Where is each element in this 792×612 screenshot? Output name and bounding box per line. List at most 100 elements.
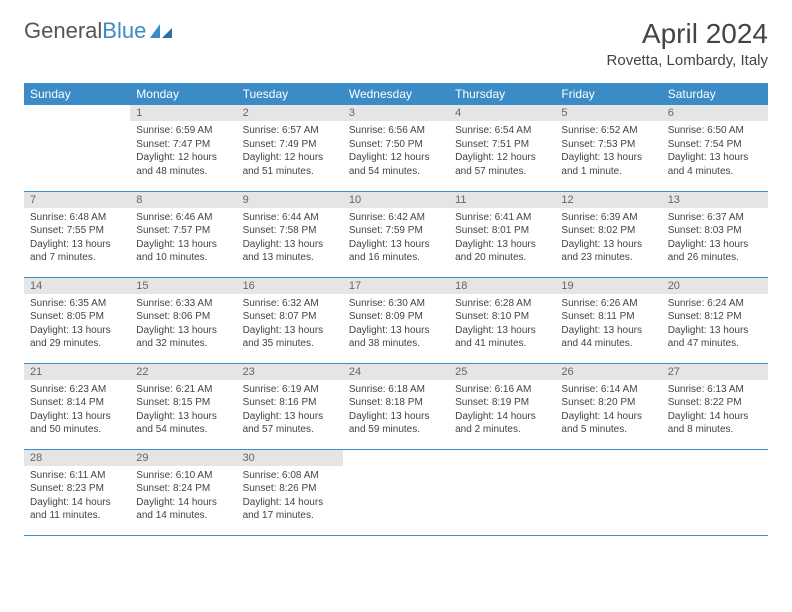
day-line: Sunset: 8:05 PM <box>30 310 124 324</box>
day-line: Daylight: 13 hours <box>30 238 124 252</box>
day-line: Sunset: 7:55 PM <box>30 224 124 238</box>
day-header: Saturday <box>662 83 768 105</box>
day-text: Sunrise: 6:19 AMSunset: 8:16 PMDaylight:… <box>237 380 343 441</box>
day-line: Sunset: 8:15 PM <box>136 396 230 410</box>
day-line: Sunset: 8:07 PM <box>243 310 337 324</box>
day-line: and 17 minutes. <box>243 509 337 523</box>
day-line: Daylight: 14 hours <box>455 410 549 424</box>
day-line: Daylight: 13 hours <box>243 324 337 338</box>
day-line: Daylight: 13 hours <box>136 324 230 338</box>
day-number: 10 <box>343 192 449 208</box>
day-number: 13 <box>662 192 768 208</box>
day-line: and 29 minutes. <box>30 337 124 351</box>
day-line: Sunset: 7:59 PM <box>349 224 443 238</box>
calendar-cell: 7Sunrise: 6:48 AMSunset: 7:55 PMDaylight… <box>24 191 130 277</box>
day-text: Sunrise: 6:13 AMSunset: 8:22 PMDaylight:… <box>662 380 768 441</box>
day-line: Sunset: 8:09 PM <box>349 310 443 324</box>
day-number <box>343 450 449 466</box>
day-line: Sunrise: 6:48 AM <box>30 211 124 225</box>
day-text: Sunrise: 6:32 AMSunset: 8:07 PMDaylight:… <box>237 294 343 355</box>
day-line: Sunset: 7:53 PM <box>561 138 655 152</box>
day-text: Sunrise: 6:26 AMSunset: 8:11 PMDaylight:… <box>555 294 661 355</box>
day-text: Sunrise: 6:16 AMSunset: 8:19 PMDaylight:… <box>449 380 555 441</box>
day-text <box>343 466 449 473</box>
day-header: Tuesday <box>237 83 343 105</box>
day-text: Sunrise: 6:59 AMSunset: 7:47 PMDaylight:… <box>130 121 236 182</box>
calendar-cell: 27Sunrise: 6:13 AMSunset: 8:22 PMDayligh… <box>662 363 768 449</box>
day-line: Sunset: 8:10 PM <box>455 310 549 324</box>
day-line: and 14 minutes. <box>136 509 230 523</box>
day-text: Sunrise: 6:33 AMSunset: 8:06 PMDaylight:… <box>130 294 236 355</box>
day-line: Sunrise: 6:52 AM <box>561 124 655 138</box>
calendar-cell: 4Sunrise: 6:54 AMSunset: 7:51 PMDaylight… <box>449 105 555 191</box>
day-line: and 8 minutes. <box>668 423 762 437</box>
day-line: Sunrise: 6:59 AM <box>136 124 230 138</box>
calendar-cell: 26Sunrise: 6:14 AMSunset: 8:20 PMDayligh… <box>555 363 661 449</box>
day-header: Sunday <box>24 83 130 105</box>
calendar-cell: 3Sunrise: 6:56 AMSunset: 7:50 PMDaylight… <box>343 105 449 191</box>
calendar-week-row: 1Sunrise: 6:59 AMSunset: 7:47 PMDaylight… <box>24 105 768 191</box>
day-text: Sunrise: 6:57 AMSunset: 7:49 PMDaylight:… <box>237 121 343 182</box>
day-number: 8 <box>130 192 236 208</box>
day-text: Sunrise: 6:39 AMSunset: 8:02 PMDaylight:… <box>555 208 661 269</box>
day-line: Daylight: 13 hours <box>668 324 762 338</box>
day-number: 16 <box>237 278 343 294</box>
day-line: Sunset: 8:01 PM <box>455 224 549 238</box>
day-line: Sunset: 8:02 PM <box>561 224 655 238</box>
calendar-week-row: 14Sunrise: 6:35 AMSunset: 8:05 PMDayligh… <box>24 277 768 363</box>
calendar-cell <box>555 449 661 535</box>
calendar-cell: 16Sunrise: 6:32 AMSunset: 8:07 PMDayligh… <box>237 277 343 363</box>
day-line: Sunrise: 6:35 AM <box>30 297 124 311</box>
day-line: and 7 minutes. <box>30 251 124 265</box>
day-number: 19 <box>555 278 661 294</box>
day-line: and 41 minutes. <box>455 337 549 351</box>
day-text: Sunrise: 6:10 AMSunset: 8:24 PMDaylight:… <box>130 466 236 527</box>
day-line: and 5 minutes. <box>561 423 655 437</box>
day-text: Sunrise: 6:50 AMSunset: 7:54 PMDaylight:… <box>662 121 768 182</box>
day-header-row: SundayMondayTuesdayWednesdayThursdayFrid… <box>24 83 768 105</box>
day-line: Sunrise: 6:10 AM <box>136 469 230 483</box>
day-line: Daylight: 14 hours <box>561 410 655 424</box>
day-number: 18 <box>449 278 555 294</box>
day-line: Sunrise: 6:14 AM <box>561 383 655 397</box>
day-number: 20 <box>662 278 768 294</box>
day-text: Sunrise: 6:48 AMSunset: 7:55 PMDaylight:… <box>24 208 130 269</box>
day-number: 4 <box>449 105 555 121</box>
day-header: Monday <box>130 83 236 105</box>
day-line: Daylight: 12 hours <box>136 151 230 165</box>
day-number: 25 <box>449 364 555 380</box>
day-number: 5 <box>555 105 661 121</box>
day-number: 3 <box>343 105 449 121</box>
day-line: Sunset: 8:24 PM <box>136 482 230 496</box>
calendar-cell: 14Sunrise: 6:35 AMSunset: 8:05 PMDayligh… <box>24 277 130 363</box>
day-text: Sunrise: 6:11 AMSunset: 8:23 PMDaylight:… <box>24 466 130 527</box>
calendar-cell: 15Sunrise: 6:33 AMSunset: 8:06 PMDayligh… <box>130 277 236 363</box>
day-line: Sunrise: 6:39 AM <box>561 211 655 225</box>
logo: GeneralBlue <box>24 18 174 44</box>
day-number: 29 <box>130 450 236 466</box>
day-text: Sunrise: 6:28 AMSunset: 8:10 PMDaylight:… <box>449 294 555 355</box>
day-line: Daylight: 13 hours <box>349 238 443 252</box>
day-line: and 54 minutes. <box>349 165 443 179</box>
day-line: Daylight: 13 hours <box>455 324 549 338</box>
day-line: and 2 minutes. <box>455 423 549 437</box>
day-line: Daylight: 13 hours <box>349 410 443 424</box>
day-line: and 26 minutes. <box>668 251 762 265</box>
day-number <box>449 450 555 466</box>
day-line: Sunrise: 6:46 AM <box>136 211 230 225</box>
day-number: 24 <box>343 364 449 380</box>
day-line: Daylight: 13 hours <box>561 238 655 252</box>
day-line: and 48 minutes. <box>136 165 230 179</box>
day-line: Daylight: 13 hours <box>668 151 762 165</box>
day-line: Sunset: 8:16 PM <box>243 396 337 410</box>
day-line: Sunset: 7:51 PM <box>455 138 549 152</box>
header: GeneralBlue April 2024 Rovetta, Lombardy… <box>24 18 768 69</box>
calendar-cell: 18Sunrise: 6:28 AMSunset: 8:10 PMDayligh… <box>449 277 555 363</box>
day-line: and 10 minutes. <box>136 251 230 265</box>
day-number <box>555 450 661 466</box>
day-number: 6 <box>662 105 768 121</box>
day-line: and 57 minutes. <box>243 423 337 437</box>
day-line: and 51 minutes. <box>243 165 337 179</box>
day-line: Sunrise: 6:33 AM <box>136 297 230 311</box>
day-line: Sunrise: 6:21 AM <box>136 383 230 397</box>
